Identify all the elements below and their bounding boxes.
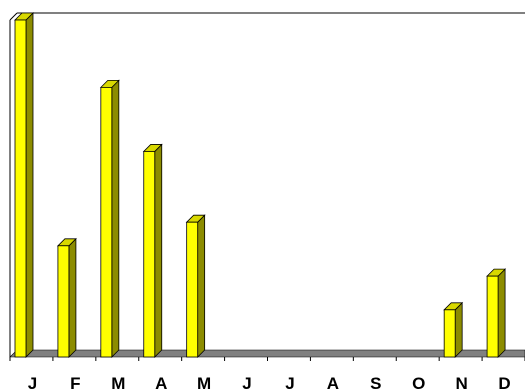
bar (443, 301, 464, 358)
bars (14, 12, 507, 358)
bar-front (143, 151, 156, 358)
x-tick-label: J (285, 374, 294, 392)
bar-side (197, 214, 206, 358)
x-tick-label: M (111, 374, 125, 392)
bar-front (486, 275, 499, 358)
bar-side (25, 12, 34, 358)
bar (486, 268, 507, 358)
x-tick-label: A (327, 374, 339, 392)
bar-front (14, 19, 27, 358)
x-tick-label: J (28, 374, 37, 392)
bar-side (454, 301, 463, 358)
x-tick-label: S (370, 374, 381, 392)
bar-side (111, 79, 120, 358)
bar-front (443, 309, 456, 358)
bar (142, 143, 163, 358)
plot-frame (9, 12, 525, 357)
bar (56, 237, 77, 358)
bar-front (186, 221, 199, 358)
bar-side (154, 143, 163, 358)
x-tick-label: N (455, 374, 467, 392)
bar (14, 12, 34, 358)
x-tick-label: O (412, 374, 425, 392)
bar-side (68, 237, 77, 358)
x-tick-label: D (498, 374, 510, 392)
bar-front (57, 245, 70, 358)
bar-front (100, 87, 113, 358)
bar (99, 79, 120, 358)
bar-side (497, 268, 506, 358)
x-tick-label: M (197, 374, 211, 392)
x-tick-label: A (155, 374, 167, 392)
y-axis-depth-edge (9, 12, 18, 21)
x-tick-label: F (70, 374, 80, 392)
bar (185, 214, 206, 358)
x-tick-label: J (242, 374, 251, 392)
